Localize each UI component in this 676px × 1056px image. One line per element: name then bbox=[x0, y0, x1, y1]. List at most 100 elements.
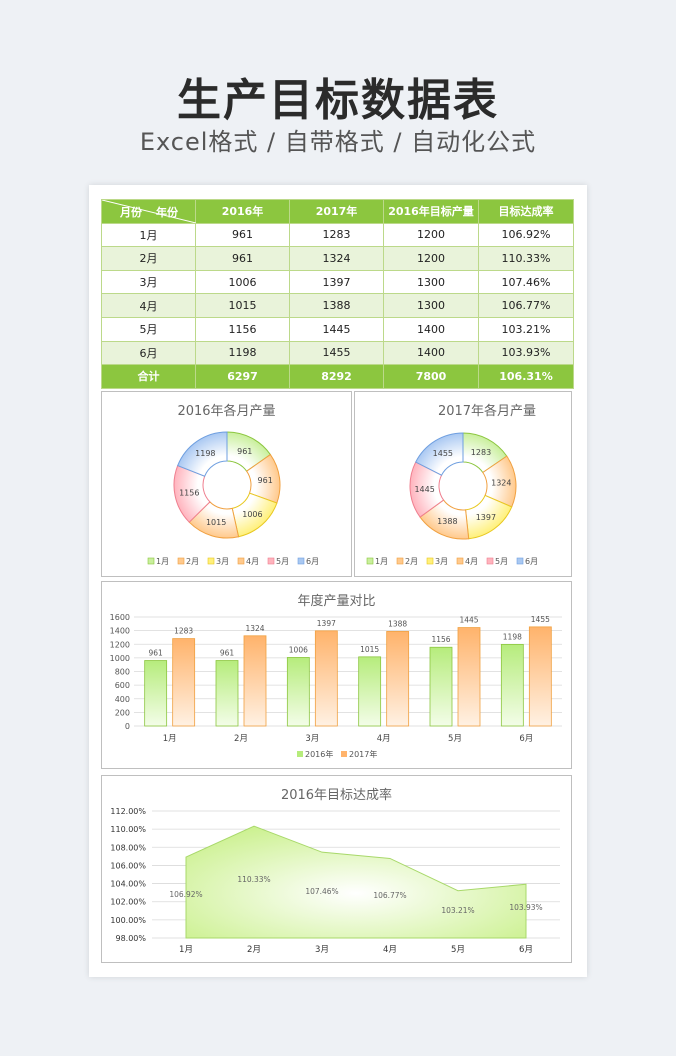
legend-swatch bbox=[177, 557, 185, 565]
bar bbox=[500, 643, 524, 727]
bar bbox=[429, 646, 453, 727]
legend-swatch bbox=[267, 557, 275, 565]
legend-label: 3月 bbox=[216, 557, 229, 566]
y-tick-label: 0 bbox=[125, 722, 130, 731]
hero-subtitle: Excel格式 / 自带格式 / 自动化公式 bbox=[139, 128, 537, 156]
legend-label: 5月 bbox=[495, 557, 508, 566]
value-cell: 1388 bbox=[289, 293, 384, 318]
table-row: 5月 1156 1445 1400 103.21% bbox=[101, 316, 574, 342]
donut-chart-2016-panel: 2016年各月产量 961 961 1006 1015 1156 1198 1月 2月 3月 4月… bbox=[101, 391, 352, 577]
legend-swatch bbox=[516, 557, 524, 565]
chart-title: 2017年各月产量 bbox=[437, 404, 537, 419]
column-header: 2017年 bbox=[289, 199, 384, 224]
bar-value-label: 1015 bbox=[360, 645, 379, 654]
diagonal-divider bbox=[102, 200, 196, 223]
table-header-row: 月份 年份 2016年 2017年 2016年目标产量 目标达成率 bbox=[101, 199, 574, 224]
bar-value-label: 1198 bbox=[503, 632, 522, 641]
bar bbox=[286, 657, 310, 727]
x-tick-label: 5月 bbox=[451, 945, 465, 955]
y-tick-label: 104.00% bbox=[110, 880, 146, 889]
value-cell: 1200 bbox=[383, 222, 479, 248]
y-tick-label: 200 bbox=[115, 708, 130, 717]
legend-swatch bbox=[396, 557, 404, 565]
bar bbox=[243, 635, 267, 727]
data-label: 106.77% bbox=[373, 891, 406, 900]
y-tick-label: 1400 bbox=[110, 627, 130, 636]
slice-label: 961 bbox=[258, 476, 273, 485]
y-tick-label: 1600 bbox=[110, 613, 130, 622]
rate-cell: 107.46% bbox=[478, 269, 574, 295]
slice-label: 1283 bbox=[471, 448, 491, 457]
slice-label: 1455 bbox=[433, 449, 453, 458]
hero-title: 生产目标数据表 bbox=[177, 75, 499, 126]
value-cell: 1156 bbox=[195, 316, 290, 342]
slice-label: 961 bbox=[237, 447, 252, 456]
legend-label: 1月 bbox=[156, 557, 169, 566]
bar-value-label: 961 bbox=[149, 649, 164, 658]
slice-label: 1445 bbox=[414, 485, 434, 494]
x-tick-label: 4月 bbox=[377, 734, 391, 744]
value-cell: 1006 bbox=[195, 269, 290, 295]
donut-slice bbox=[177, 431, 228, 477]
legend-swatch bbox=[237, 557, 245, 565]
total-cell: 7800 bbox=[383, 364, 479, 389]
legend-swatch bbox=[366, 557, 374, 565]
value-cell: 1455 bbox=[289, 340, 384, 366]
bar-value-label: 1324 bbox=[245, 624, 264, 633]
month-cell: 5月 bbox=[101, 316, 196, 342]
legend-swatch bbox=[426, 557, 434, 565]
legend-label: 1月 bbox=[375, 557, 388, 566]
bar-value-label: 1445 bbox=[459, 616, 478, 625]
total-cell: 8292 bbox=[289, 364, 384, 389]
x-tick-label: 1月 bbox=[179, 945, 193, 955]
data-label: 110.33% bbox=[237, 875, 270, 884]
slice-label: 1388 bbox=[437, 517, 457, 526]
area-chart: 98.00% 100.00% 102.00% 104.00% 106.00% 108.00… bbox=[110, 807, 560, 955]
value-cell: 1200 bbox=[383, 246, 479, 271]
data-label: 103.21% bbox=[441, 906, 474, 915]
legend-label: 2月 bbox=[186, 557, 199, 566]
bar-value-label: 1455 bbox=[531, 615, 550, 624]
bar-value-label: 1388 bbox=[388, 619, 407, 628]
bar-value-label: 961 bbox=[220, 649, 235, 658]
legend-swatch bbox=[456, 557, 464, 565]
rate-cell: 106.77% bbox=[478, 293, 574, 318]
bar bbox=[144, 660, 168, 727]
x-tick-label: 5月 bbox=[448, 734, 462, 744]
total-label-cell: 合计 bbox=[101, 364, 196, 389]
spreadsheet-sheet: 月份 年份 2016年 2017年 2016年目标产量 目标达成率 1月 961… bbox=[89, 185, 587, 977]
chart-title: 2016年目标达成率 bbox=[280, 788, 393, 803]
x-tick-label: 3月 bbox=[315, 945, 329, 955]
donut-chart-2017: 1283 1324 1397 1388 1445 1455 1月 2月 3月 4月 5月 6月 bbox=[366, 432, 538, 566]
y-tick-label: 1200 bbox=[110, 640, 130, 649]
y-tick-label: 106.00% bbox=[110, 861, 146, 870]
production-table: 月份 年份 2016年 2017年 2016年目标产量 目标达成率 1月 961… bbox=[101, 199, 574, 389]
legend-swatch bbox=[486, 557, 494, 565]
x-tick-label: 6月 bbox=[519, 945, 533, 955]
slice-label: 1015 bbox=[206, 518, 226, 527]
column-header: 2016年目标产量 bbox=[383, 199, 479, 224]
legend-swatch bbox=[341, 751, 347, 757]
value-cell: 1324 bbox=[289, 246, 384, 271]
area-series bbox=[185, 825, 527, 939]
value-cell: 1300 bbox=[383, 269, 479, 295]
y-tick-label: 800 bbox=[115, 668, 130, 677]
table-row: 1月 961 1283 1200 106.92% bbox=[101, 222, 574, 248]
donut-chart-2016: 961 961 1006 1015 1156 1198 1月 2月 3月 4月 5月 6月 bbox=[147, 431, 319, 566]
corner-month-label: 月份 bbox=[120, 206, 142, 219]
area-chart-panel: 2016年目标达成率 98.00% 100.00% 102.00% 104.00% 10… bbox=[101, 775, 572, 963]
table-row: 3月 1006 1397 1300 107.46% bbox=[101, 269, 574, 295]
rate-cell: 106.92% bbox=[478, 222, 574, 248]
table-row: 6月 1198 1455 1400 103.93% bbox=[101, 340, 574, 366]
slice-label: 1156 bbox=[179, 489, 199, 498]
legend-label: 3月 bbox=[435, 557, 448, 566]
y-tick-label: 600 bbox=[115, 681, 130, 690]
corner-year-label: 年份 bbox=[156, 206, 178, 219]
y-tick-label: 100.00% bbox=[110, 916, 146, 925]
x-tick-label: 2月 bbox=[247, 945, 261, 955]
bar bbox=[528, 626, 552, 727]
bar bbox=[172, 638, 196, 727]
y-tick-label: 112.00% bbox=[110, 807, 146, 816]
bar-value-label: 1156 bbox=[431, 635, 450, 644]
data-label: 107.46% bbox=[305, 887, 338, 896]
